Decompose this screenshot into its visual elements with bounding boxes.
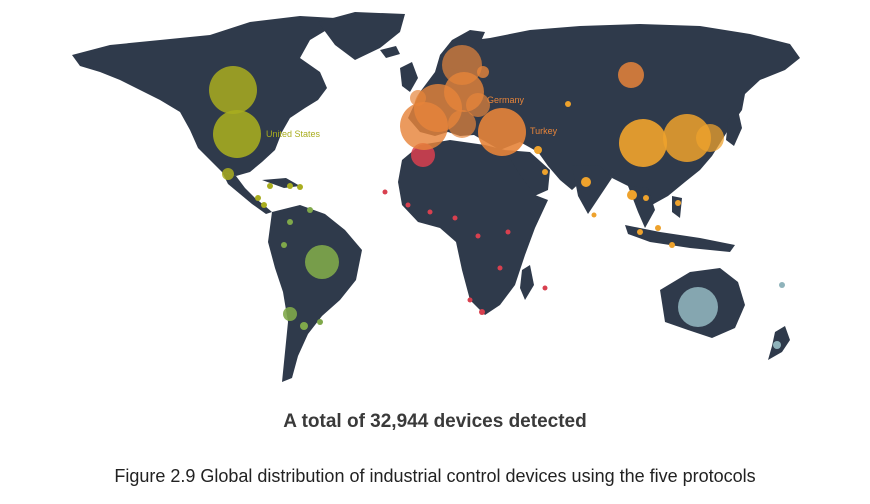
bubble-africa-9 [479,309,485,315]
africa-landmass [398,140,548,315]
bubble-africa-4 [452,215,458,221]
uk-landmass [400,62,418,92]
land-masses [72,12,800,382]
bubble-central-america-2 [261,202,267,208]
bubble-philippines [675,200,681,206]
arabia-landmass [505,150,550,198]
greenland-landmass [318,12,405,60]
bubble-sri-lanka [591,212,597,218]
south-america-landmass [268,205,362,382]
japan-landmass [726,110,742,146]
bubble-canada [209,66,257,114]
bubble-japan [696,124,724,152]
bubble-indonesia-2 [669,242,675,248]
bubble-turkey [478,108,526,156]
bubble-pacific [779,282,785,288]
bubble-united-states [213,110,261,158]
figure-caption: Figure 2.9 Global distribution of indust… [114,466,756,486]
bubble-indonesia-1 [655,225,661,231]
bubble-malaysia [637,229,643,235]
bubble-russia [618,62,644,88]
bubble-africa-8 [467,297,473,303]
iceland-landmass [380,46,400,58]
bubble-argentina [300,322,308,330]
bubble-venezuela [307,207,313,213]
bubble-colombia [287,219,293,225]
bubble-china [619,119,667,167]
bubble-korea [663,114,711,162]
bubble-caribbean-3 [297,184,303,190]
bubble-caribbean-1 [267,183,273,189]
bubble-poland [466,93,490,117]
central-america-landmass [222,172,272,214]
north-america-landmass [72,16,335,176]
bubble-uruguay [317,319,323,325]
india-landmass [572,165,612,214]
bubble-thailand [627,190,637,200]
bubble-africa-3 [427,209,433,215]
bubble-brazil [305,245,339,279]
bubble-new-zealand [773,341,781,349]
philippines-landmass [672,196,682,218]
bubble-italy [448,110,476,138]
label-united-states: United States [266,129,321,139]
bubble-africa-10 [542,285,548,291]
indonesia-landmass [625,225,735,252]
bubble-iran [534,146,542,154]
bubble-africa-1 [382,189,388,195]
bubble-uae [542,169,548,175]
bubble-caribbean-2 [287,183,293,189]
bubble-central-america-1 [255,195,261,201]
bubble-chile [283,307,297,321]
device-total-heading: A total of 32,944 devices detected [283,411,587,432]
bubble-africa-5 [475,233,481,239]
bubble-australia [678,287,718,327]
country-labels: United States Germany Turkey [266,95,558,139]
device-bubbles [209,45,785,349]
bubble-africa-2 [405,202,411,208]
bubble-vietnam [643,195,649,201]
bubble-mexico [222,168,234,180]
bubble-kazakhstan [565,101,571,107]
label-turkey: Turkey [530,126,558,136]
bubble-peru [281,242,287,248]
bubble-africa-7 [497,265,503,271]
bubble-spain [400,102,448,150]
bubble-europe-small-1 [477,66,489,78]
world-map: United States Germany Turkey [72,12,800,382]
madagascar-landmass [520,265,534,300]
label-germany: Germany [487,95,525,105]
eurasia-landmass [408,24,800,206]
bubble-africa-6 [505,229,511,235]
bubble-india [581,177,591,187]
